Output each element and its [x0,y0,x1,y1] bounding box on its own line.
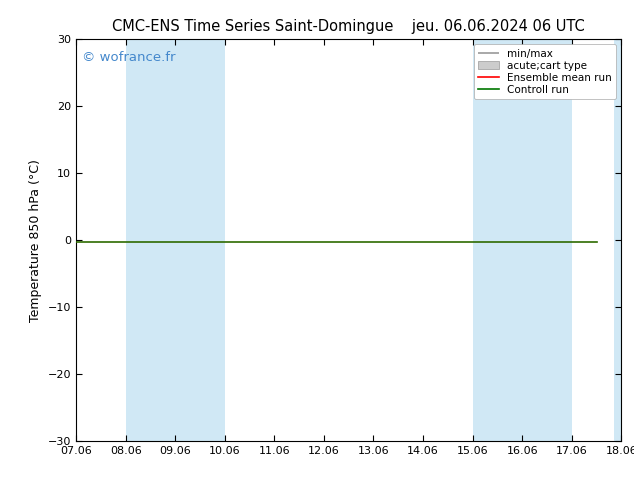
Title: CMC-ENS Time Series Saint-Domingue    jeu. 06.06.2024 06 UTC: CMC-ENS Time Series Saint-Domingue jeu. … [112,19,585,34]
Bar [126,39,175,441]
Bar [175,39,225,441]
Y-axis label: Temperature 850 hPa (°C): Temperature 850 hPa (°C) [29,159,42,321]
Bar [522,39,572,441]
Bar [614,39,621,441]
Text: © wofrance.fr: © wofrance.fr [82,51,175,64]
Bar [472,39,522,441]
Legend: min/max, acute;cart type, Ensemble mean run, Controll run: min/max, acute;cart type, Ensemble mean … [474,45,616,99]
